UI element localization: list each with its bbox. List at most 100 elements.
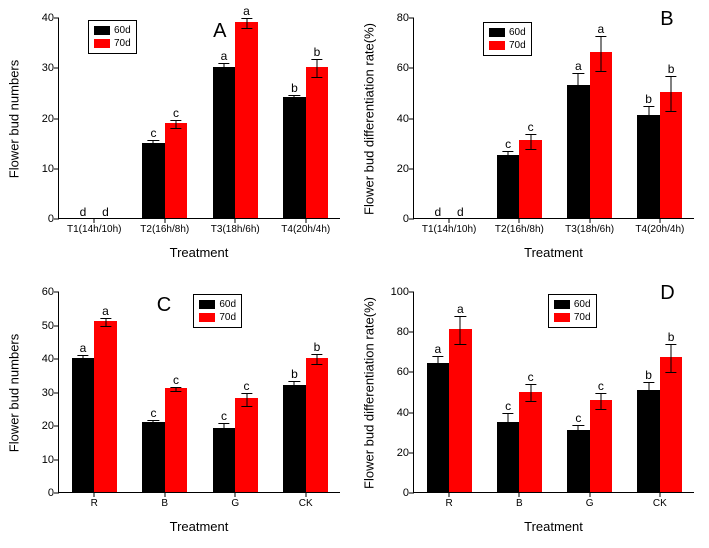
legend: 60d70d: [548, 294, 597, 328]
bar-60d: [142, 143, 165, 218]
significance-letter: c: [150, 406, 156, 420]
xtick-mark: [589, 492, 590, 497]
error-cap: [595, 71, 606, 72]
figure-container: 010203040T1(14h/10h)ddT2(16h/8h)ccT3(18h…: [0, 0, 709, 548]
error-bar: [671, 76, 672, 111]
error-cap: [218, 63, 229, 64]
ytick-mark: [54, 426, 59, 427]
ytick-mark: [54, 292, 59, 293]
bar-70d: [235, 22, 258, 218]
significance-letter: b: [668, 330, 675, 344]
bar-70d: [306, 358, 329, 492]
bar-60d: [427, 363, 449, 492]
error-bar: [530, 384, 531, 400]
error-cap: [643, 106, 654, 107]
ytick-label: 60: [42, 286, 54, 298]
plot-area: 020406080T1(14h/10h)ddT2(16h/8h)ccT3(18h…: [413, 18, 694, 219]
error-cap: [148, 147, 159, 148]
error-bar: [317, 354, 318, 364]
error-cap: [595, 409, 606, 410]
ytick-label: 30: [42, 62, 54, 74]
xtick-mark: [659, 218, 660, 223]
ytick-label: 20: [42, 420, 54, 432]
legend-label-60d: 60d: [114, 24, 131, 37]
error-cap: [503, 161, 514, 162]
xtick-mark: [589, 218, 590, 223]
xtick-mark: [94, 492, 95, 497]
ytick-label: 20: [397, 163, 409, 175]
error-bar: [294, 95, 295, 102]
ytick-mark: [409, 18, 414, 19]
significance-letter: d: [102, 205, 109, 219]
error-cap: [170, 120, 181, 121]
error-cap: [595, 36, 606, 37]
error-cap: [643, 382, 654, 383]
x-axis-label: Treatment: [170, 519, 229, 534]
error-bar: [176, 120, 177, 128]
legend: 60d70d: [193, 294, 242, 328]
legend-swatch-60d: [94, 26, 110, 35]
bar-60d: [72, 358, 95, 492]
ytick-mark: [409, 118, 414, 119]
error-cap: [241, 28, 252, 29]
xtick-label: CK: [653, 498, 667, 509]
panel-letter: D: [660, 282, 674, 305]
error-cap: [289, 381, 300, 382]
error-bar: [223, 423, 224, 436]
xtick-label: T2(16h/8h): [495, 224, 544, 235]
error-bar: [82, 355, 83, 363]
legend: 60d70d: [483, 22, 532, 56]
error-cap: [573, 437, 584, 438]
panel-letter: A: [213, 20, 226, 43]
error-cap: [455, 344, 466, 345]
error-cap: [503, 151, 514, 152]
legend-swatch-70d: [554, 313, 570, 322]
error-cap: [311, 77, 322, 78]
significance-letter: a: [221, 49, 228, 63]
xtick-mark: [164, 218, 165, 223]
legend: 60d70d: [88, 20, 137, 54]
ytick-label: 100: [391, 286, 409, 298]
error-bar: [246, 18, 247, 28]
ytick-mark: [409, 452, 414, 453]
significance-letter: b: [645, 368, 652, 382]
ytick-mark: [409, 493, 414, 494]
ytick-mark: [409, 412, 414, 413]
ytick-label: 10: [42, 454, 54, 466]
ytick-label: 80: [397, 326, 409, 338]
ytick-label: 20: [42, 113, 54, 125]
panel-D: 020406080100RaaBccGccCKbbFlower bud diff…: [355, 274, 709, 548]
error-cap: [170, 391, 181, 392]
error-bar: [648, 106, 649, 126]
legend-row-70d: 70d: [199, 311, 236, 324]
ytick-label: 40: [42, 353, 54, 365]
error-cap: [241, 406, 252, 407]
error-bar: [508, 413, 509, 433]
ytick-mark: [54, 18, 59, 19]
xtick-mark: [235, 492, 236, 497]
error-bar: [578, 73, 579, 98]
x-axis-label: Treatment: [524, 519, 583, 534]
y-axis-label: Flower bud numbers: [7, 59, 22, 178]
panel-B: 020406080T1(14h/10h)ddT2(16h/8h)ccT3(18h…: [355, 0, 709, 274]
ytick-mark: [409, 372, 414, 373]
significance-letter: d: [435, 205, 442, 219]
ytick-label: 30: [42, 387, 54, 399]
error-cap: [432, 372, 443, 373]
bar-60d: [283, 385, 306, 492]
y-axis-label: Flower bud differentiation rate(%): [362, 297, 377, 489]
bar-70d: [165, 123, 188, 218]
xtick-label: B: [516, 498, 523, 509]
error-cap: [525, 384, 536, 385]
x-axis-label: Treatment: [170, 245, 229, 260]
ytick-mark: [54, 118, 59, 119]
legend-label-70d: 70d: [114, 37, 131, 50]
ytick-mark: [54, 392, 59, 393]
legend-label-70d: 70d: [219, 311, 236, 324]
legend-row-60d: 60d: [199, 298, 236, 311]
error-bar: [437, 356, 438, 372]
ytick-mark: [54, 68, 59, 69]
xtick-label: T3(18h/6h): [565, 224, 614, 235]
error-cap: [170, 128, 181, 129]
bar-70d: [94, 321, 117, 492]
